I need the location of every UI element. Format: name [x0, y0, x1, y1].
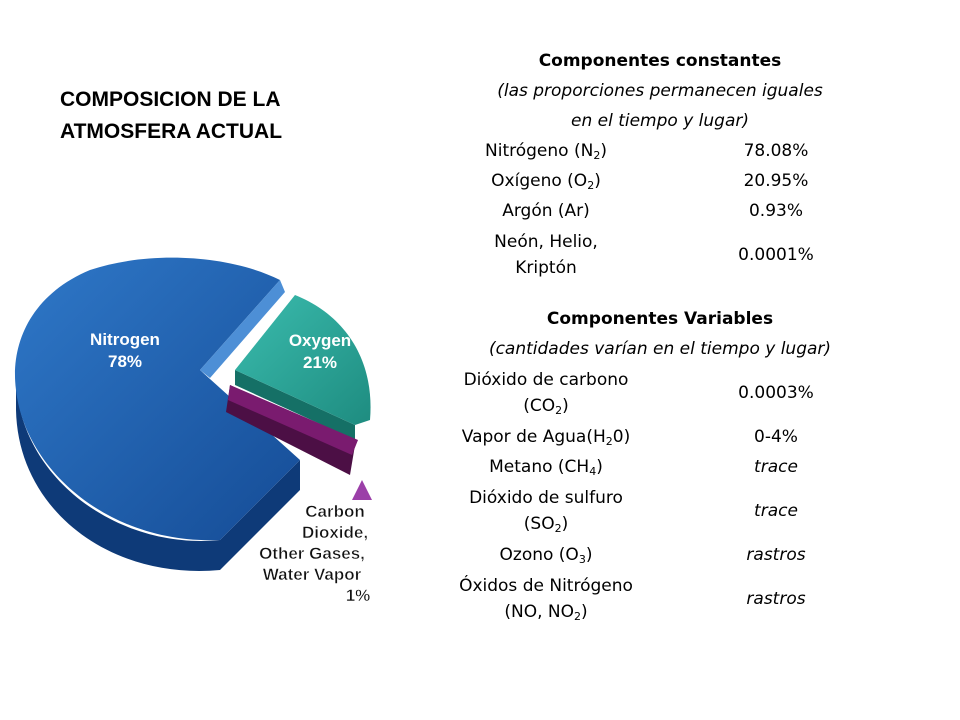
component-name: Dióxido de carbono (CO2)	[463, 370, 629, 417]
other-gases-label-line3: Other Gases,	[259, 544, 365, 563]
component-value: 0.0003%	[738, 383, 814, 403]
table-row: Vapor de Agua(H20) 0-4%	[430, 422, 890, 452]
component-value: 0.0001%	[738, 245, 814, 265]
pie-chart: Nitrogen 78% Oxygen 21% Carbon Dioxide, …	[14, 257, 372, 605]
other-gases-label-line2: Dioxide,	[302, 523, 368, 542]
component-name: Oxígeno (O2)	[491, 171, 601, 192]
variable-components-table: Componentes Variables (cantidades varían…	[430, 304, 890, 628]
oxygen-slice	[235, 295, 371, 425]
other-gases-label-line1: Carbon	[305, 502, 365, 521]
component-value: 0.93%	[748, 201, 803, 221]
component-value: trace	[754, 457, 798, 477]
table-row: Ozono (O3) rastros	[430, 540, 890, 570]
table-row: Metano (CH4) trace	[430, 452, 890, 482]
component-name: Argón (Ar)	[502, 201, 590, 221]
oxygen-pct-label: 21%	[303, 353, 337, 372]
component-value: trace	[754, 501, 798, 521]
component-name: Vapor de Agua(H20)	[461, 427, 631, 448]
constant-subheading-line2: en el tiempo y lugar)	[570, 111, 750, 131]
nitrogen-slice-side	[16, 380, 300, 571]
page-title: COMPOSICION DE LA ATMOSFERA ACTUAL	[60, 88, 283, 143]
nitrogen-pct-label: 78%	[108, 352, 142, 371]
component-value: rastros	[746, 545, 806, 565]
other-gases-pct-label: 1%	[346, 586, 371, 605]
component-name: Nitrógeno (N2)	[485, 141, 607, 162]
table-row: Argón (Ar) 0.93%	[430, 196, 890, 226]
table-row: Neón, Helio, Kriptón 0.0001%	[430, 226, 890, 284]
variable-subheading: (cantidades varían en el tiempo y lugar)	[488, 339, 832, 359]
nitrogen-label: Nitrogen	[90, 330, 160, 349]
nitrogen-slice	[14, 257, 300, 541]
oxygen-slice-side	[235, 370, 355, 440]
component-name: Neón, Helio, Kriptón	[494, 232, 598, 278]
other-gases-slice	[228, 385, 358, 455]
other-gases-label-line4: Water Vapor	[263, 565, 362, 584]
oxygen-label: Oxygen	[289, 331, 351, 350]
table-row: Dióxido de sulfuro (SO2) trace	[430, 482, 890, 540]
component-name: Metano (CH4)	[489, 457, 603, 478]
component-value: 20.95%	[743, 171, 809, 191]
component-name: Óxidos de Nitrógeno (NO, NO2)	[459, 576, 633, 623]
nitrogen-slice-rim	[200, 280, 285, 378]
variable-heading: Componentes Variables	[546, 309, 774, 329]
table-row: Nitrógeno (N2) 78.08%	[430, 136, 890, 166]
component-name: Dióxido de sulfuro (SO2)	[469, 488, 623, 535]
table-row: Dióxido de carbono (CO2) 0.0003%	[430, 364, 890, 422]
component-name: Ozono (O3)	[499, 545, 593, 566]
table-row: Oxígeno (O2) 20.95%	[430, 166, 890, 196]
constant-components-table: Componentes constantes (las proporciones…	[430, 46, 890, 284]
component-value: 78.08%	[743, 141, 809, 161]
table-row: Óxidos de Nitrógeno (NO, NO2) rastros	[430, 570, 890, 628]
constant-subheading-line1: (las proporciones permanecen iguales	[497, 81, 823, 101]
other-gases-pointer	[352, 480, 372, 500]
component-value: 0-4%	[754, 427, 798, 447]
constant-heading: Componentes constantes	[538, 51, 782, 71]
component-value: rastros	[746, 589, 806, 609]
